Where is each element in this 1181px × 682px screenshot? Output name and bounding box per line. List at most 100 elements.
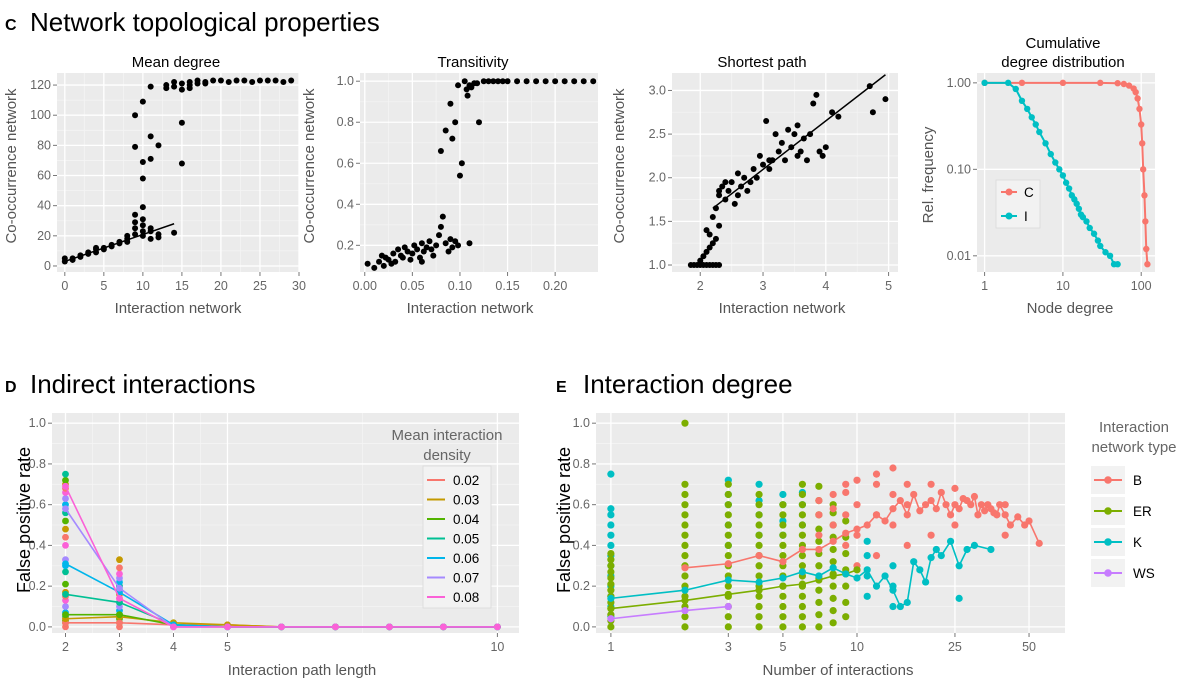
series-point-C (1142, 218, 1149, 225)
legend-label: 0.04 (453, 512, 480, 527)
scatter-point-B (829, 490, 837, 499)
data-point (428, 246, 435, 253)
y-tick-label: 1.5 (649, 214, 666, 228)
mean-degree-xlabel: Interaction network (115, 300, 242, 317)
indirect-xlabel: Interaction path length (228, 662, 376, 679)
scatter-point-ER (681, 490, 689, 499)
scatter-point-B (1001, 531, 1009, 539)
data-point (791, 131, 798, 138)
series-point-0.08 (170, 623, 177, 631)
interaction-degree-plot: 1 3 5 10 25 50 0.0 0.2 0.4 0.6 0.8 1.0 (573, 413, 1065, 654)
network-type-legend-entries: B ER K WS (1091, 466, 1155, 587)
y-tick-label: 0.4 (29, 538, 46, 552)
scatter-point-B (815, 511, 823, 519)
shortest-path-ylabel: Co-occurrence network (611, 88, 628, 244)
legend-key-point (1104, 538, 1112, 546)
scatter-point-ER (755, 521, 763, 529)
data-point (132, 219, 139, 226)
scatter-point-ER (779, 623, 787, 631)
scatter-point-B (903, 501, 911, 509)
interaction-degree-ylabel: False positive rate (554, 447, 574, 593)
data-point (147, 155, 154, 162)
scatter-point-ER (755, 572, 763, 580)
data-point (194, 77, 201, 84)
data-point (163, 85, 170, 92)
data-point (155, 142, 162, 149)
x-tick-label: 1 (607, 640, 614, 654)
scatter-point-B (842, 541, 850, 550)
legend-label: 0.03 (453, 493, 479, 508)
scatter-point-B (872, 470, 881, 478)
network-type-legend-title-line1: Interaction (1099, 419, 1169, 436)
data-point (178, 80, 185, 87)
transitivity-xlabel: Interaction network (407, 300, 534, 317)
series-point-C (1114, 80, 1121, 87)
scatter-point-ER (724, 623, 732, 631)
scatter-point (62, 495, 69, 502)
scatter-point-B (853, 476, 861, 484)
data-point (463, 86, 470, 93)
series-line-WS (610, 605, 729, 620)
data-point (178, 86, 185, 93)
scatter-point-K (955, 594, 963, 602)
y-tick-label: 0.4 (337, 197, 354, 211)
data-point (523, 78, 530, 85)
scatter-point-B (889, 521, 897, 529)
data-point (378, 252, 385, 259)
scatter-point-ER (798, 511, 807, 519)
series-point-I (1032, 121, 1039, 128)
scatter-point-ER (779, 602, 787, 611)
transitivity-title: Transitivity (437, 54, 509, 71)
data-point (480, 78, 487, 85)
section-c-title: Network topological properties (30, 7, 380, 37)
scatter-point-ER (681, 551, 689, 560)
network-type-legend: Interaction network type B ER K WS (1091, 419, 1177, 587)
data-point (171, 229, 178, 236)
series-point-I (1062, 179, 1070, 186)
data-point (456, 172, 463, 179)
scatter-point (62, 568, 69, 576)
scatter-point-ER (779, 521, 787, 529)
data-point (882, 96, 889, 103)
data-point (132, 143, 139, 150)
data-point (217, 77, 224, 84)
data-point (785, 126, 792, 133)
scatter-point-ER (681, 501, 689, 509)
scatter-point-ER (779, 541, 787, 550)
series-point-I (1079, 213, 1087, 221)
scatter-point-K (607, 521, 615, 529)
series-point-I (1036, 128, 1043, 136)
series-line-B (684, 490, 1040, 569)
scatter-point (62, 525, 69, 533)
data-point (734, 192, 741, 199)
scatter-point-ER (607, 556, 615, 564)
scatter-point-B (903, 541, 911, 550)
data-point (414, 246, 421, 253)
scatter-point-ER (724, 541, 732, 550)
scatter-point-ER (681, 521, 689, 529)
scatter-point-ER (724, 613, 732, 621)
scatter-point-ER (755, 511, 763, 519)
panel-background (977, 73, 1155, 272)
data-point (716, 262, 723, 269)
series-point-I (1073, 200, 1080, 207)
scatter-point-B (903, 480, 911, 488)
series-point-C (1139, 166, 1147, 173)
series-point-I (1097, 242, 1104, 250)
data-point (869, 109, 876, 116)
scatter-point-B (842, 511, 850, 519)
scatter-point-ER (798, 592, 807, 600)
scatter-point-ER (815, 598, 823, 607)
data-point (816, 148, 823, 155)
scatter-point-ER (607, 562, 615, 570)
scatter-point-B (815, 531, 823, 539)
scatter-point-K (779, 490, 787, 499)
panel-background (360, 73, 598, 272)
data-point (722, 179, 729, 186)
legend-key-point (1005, 188, 1013, 196)
data-point (186, 79, 193, 86)
section-c-letter: C (5, 17, 17, 34)
data-point (272, 77, 279, 84)
indirect-ylabel: False positive rate (14, 447, 34, 593)
cumulative-xlabel: Node degree (1027, 300, 1114, 317)
